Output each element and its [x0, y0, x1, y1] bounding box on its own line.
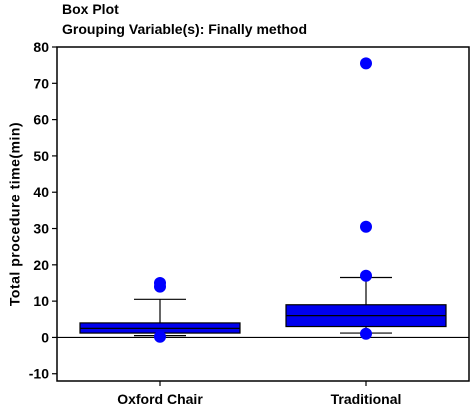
- plot-frame: [56, 46, 470, 382]
- x-tick-label: Traditional: [331, 391, 402, 407]
- outlier-point: [360, 327, 372, 340]
- outlier-point: [154, 330, 166, 343]
- y-axis: -10 0 10 20 30 40 50 60 70 80: [29, 39, 57, 382]
- outlier-point: [360, 220, 372, 233]
- y-tick-label: 70: [33, 75, 49, 91]
- y-tick-label: 40: [33, 184, 49, 200]
- y-tick-label: 50: [33, 148, 49, 164]
- y-tick-label: 20: [33, 257, 49, 273]
- chart-subtitle: Grouping Variable(s): Finally method: [62, 21, 308, 37]
- x-tick-label: Oxford Chair: [117, 391, 203, 407]
- chart-title: Box Plot: [62, 1, 119, 17]
- y-tick-label: 0: [41, 329, 49, 345]
- outlier-point: [154, 276, 166, 289]
- x-axis: Oxford Chair Traditional: [117, 381, 401, 407]
- boxes-group: [79, 57, 447, 343]
- y-tick-label: 60: [33, 112, 49, 128]
- outlier-point: [360, 57, 372, 70]
- y-tick-label: 80: [33, 39, 49, 55]
- outlier-point: [360, 269, 372, 282]
- box-traditional: [285, 57, 447, 340]
- y-tick-label: 10: [33, 293, 49, 309]
- y-tick-label: 30: [33, 221, 49, 237]
- y-axis-title: Total procedure time(min): [7, 122, 23, 306]
- box-oxford-chair: [79, 276, 241, 343]
- y-tick-label: -10: [29, 366, 49, 382]
